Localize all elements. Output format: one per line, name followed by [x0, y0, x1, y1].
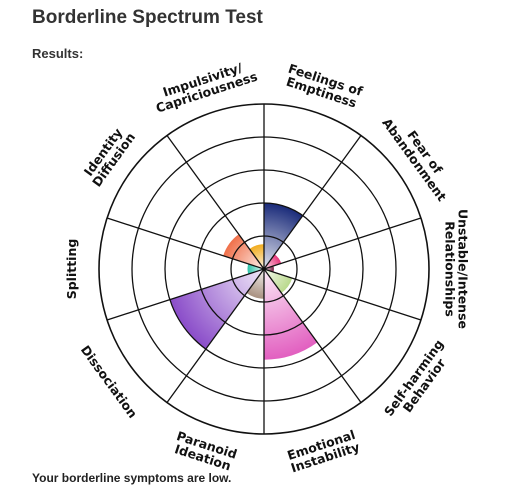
category-label-splitting: Splitting — [64, 239, 79, 300]
category-label-unstable-intense-relationships: Unstable/IntenseRelationships — [443, 209, 471, 329]
category-label-impulsivity-capriciousness: Impulsivity/Capriciousness — [150, 56, 259, 115]
slice-self-harming-behavior — [264, 269, 293, 294]
category-label-feelings-of-emptiness: Feelings ofEmptiness — [282, 61, 365, 112]
category-label-self-harming-behavior: Self-harmingBehavior — [381, 337, 457, 427]
slice-dissociation — [169, 269, 264, 350]
slice-impulsivity-capriciousness — [249, 244, 264, 269]
slice-splitting — [247, 263, 264, 275]
grid-spoke-9 — [106, 217, 265, 270]
grid-spoke-10 — [166, 135, 265, 270]
grid-spoke-8 — [106, 268, 265, 321]
slice-emotional-instability — [264, 269, 318, 360]
slice-paranoid-ideation — [246, 269, 264, 299]
results-label: Results: — [32, 46, 84, 61]
grid-spoke-4 — [263, 268, 422, 321]
result-summary: Your borderline symptoms are low. — [32, 471, 232, 485]
grid-spoke-5 — [263, 268, 362, 403]
page-title: Borderline Spectrum Test — [32, 7, 263, 28]
grid-spoke-2 — [263, 135, 362, 270]
slice-feelings-of-emptiness — [264, 203, 303, 269]
slice-unstable-intense-relationships — [264, 265, 274, 273]
chart-slices — [169, 203, 318, 360]
grid-spoke-7 — [166, 268, 265, 403]
category-label-identity-diffusion: IdentityDiffusion — [78, 122, 138, 189]
slice-fear-of-abandonment — [264, 254, 282, 269]
category-label-dissociation: Dissociation — [78, 342, 141, 420]
chart-grid — [98, 103, 430, 435]
category-label-fear-of-abandonment: Fear ofAbandonment — [379, 108, 460, 204]
slice-identity-diffusion — [223, 234, 264, 269]
category-label-paranoid-ideation: ParanoidIdeation — [171, 428, 239, 474]
grid-spoke-3 — [263, 217, 422, 270]
category-label-emotional-instability: EmotionalInstability — [285, 427, 361, 476]
